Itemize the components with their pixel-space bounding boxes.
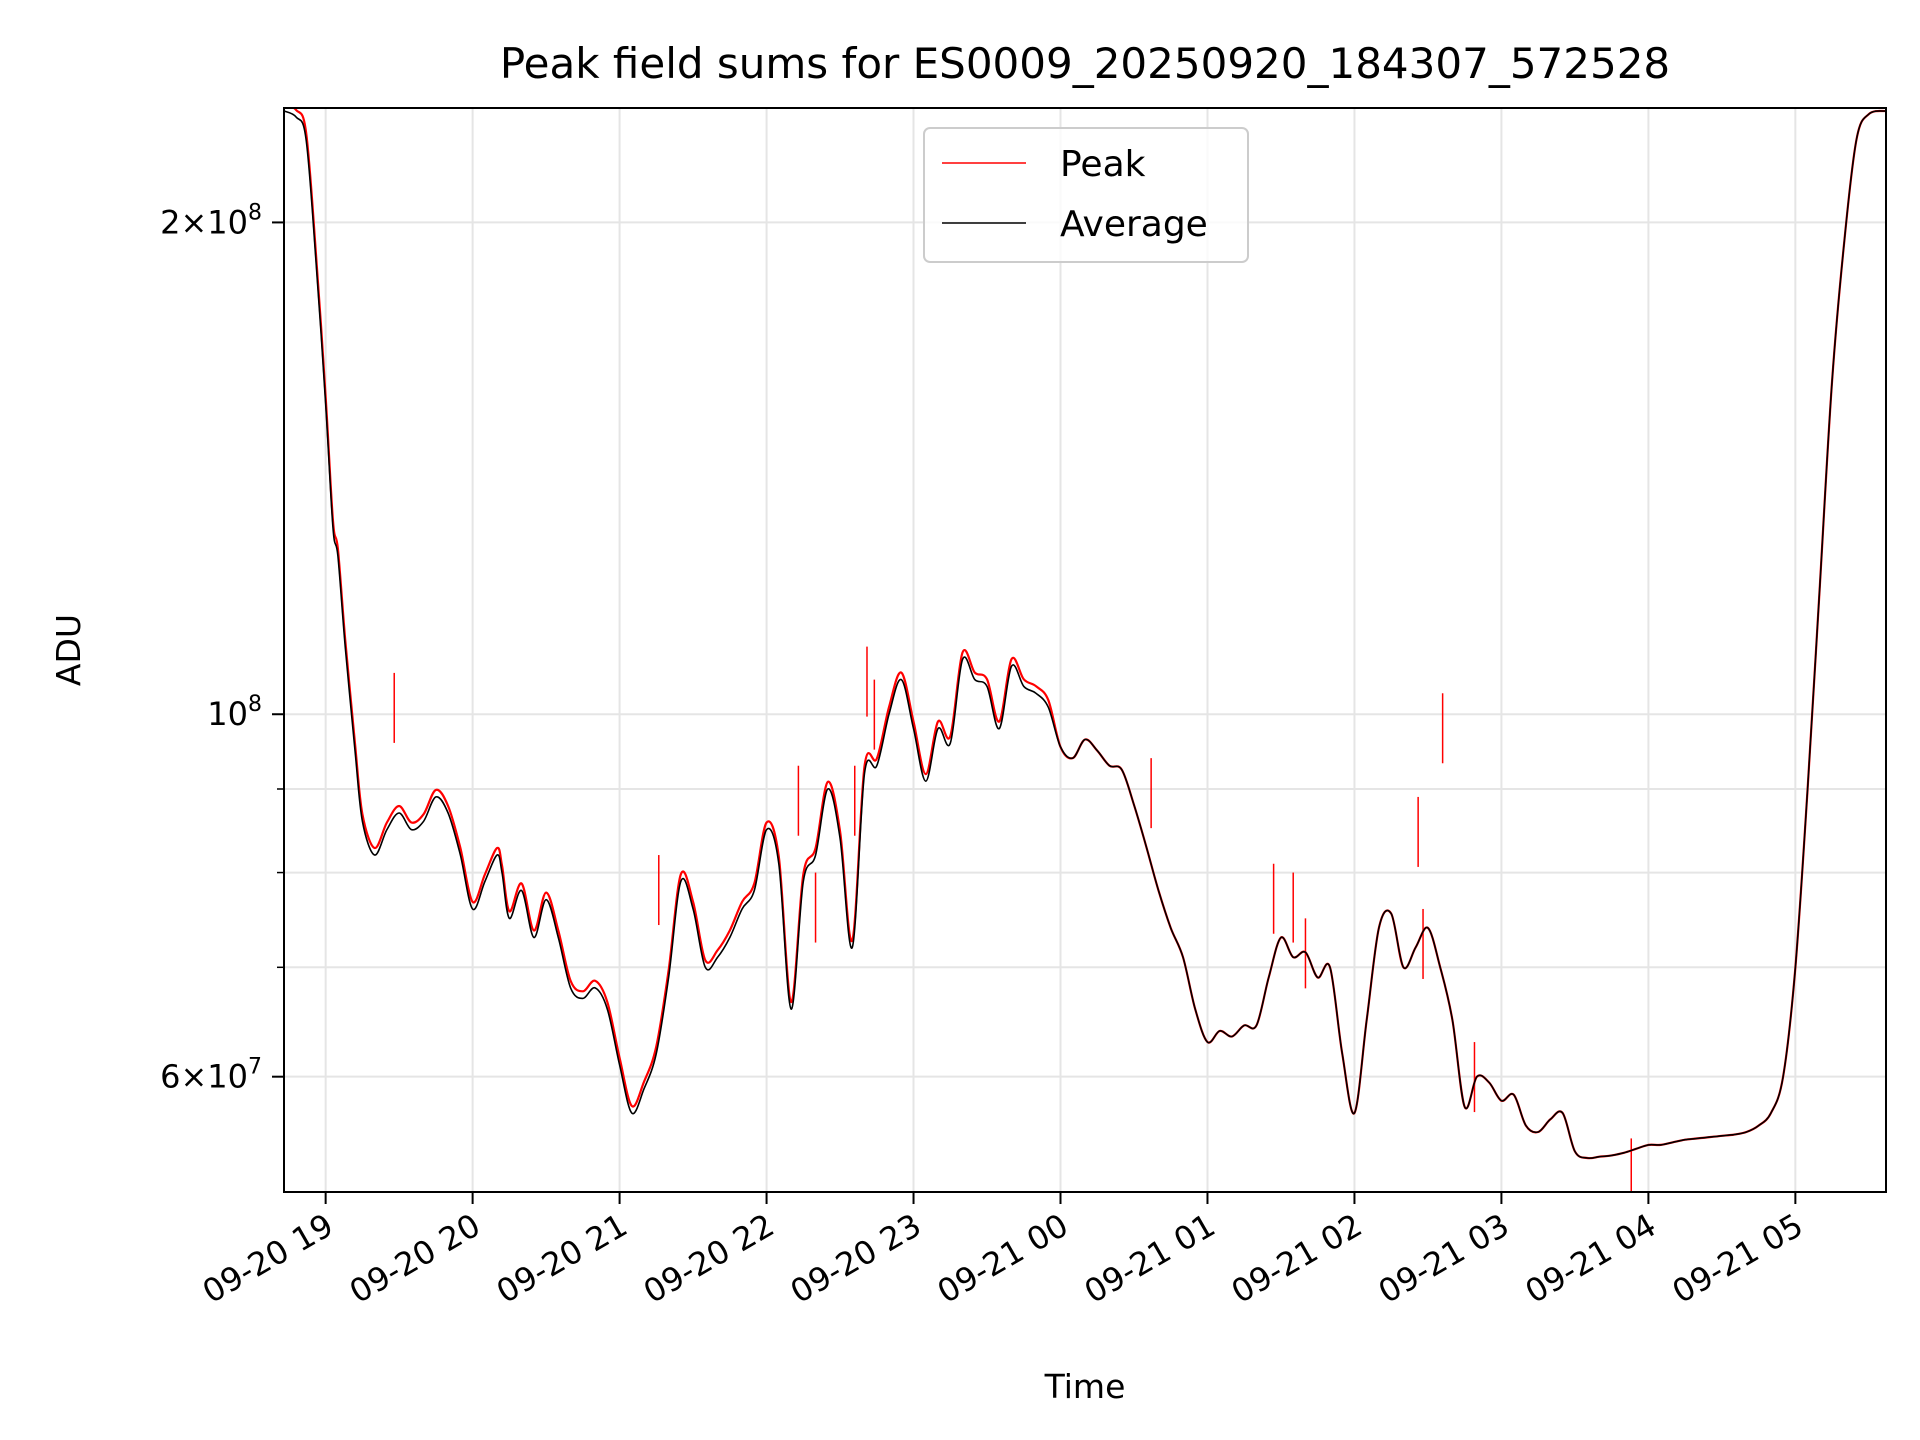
legend: Peak Average (923, 127, 1249, 263)
x-axis-label: Time (1044, 1367, 1126, 1406)
y-tick-label: 6×107 (160, 1055, 262, 1096)
y-axis-label: ADU (49, 614, 88, 686)
y-tick-label: 2×108 (160, 200, 262, 241)
legend-label-average: Average (1060, 204, 1208, 245)
series-line-average (284, 110, 1886, 1160)
plot-frame (283, 107, 1887, 1193)
legend-box (923, 127, 1249, 263)
y-tick-layer: 6×107 108 2×108 (160, 200, 284, 1096)
legend-label-peak: Peak (1060, 144, 1146, 185)
series-layer (284, 108, 1886, 1192)
y-tick-label: 108 (207, 692, 262, 733)
chart-title: Peak field sums for ES0009_20250920_1843… (500, 39, 1670, 88)
